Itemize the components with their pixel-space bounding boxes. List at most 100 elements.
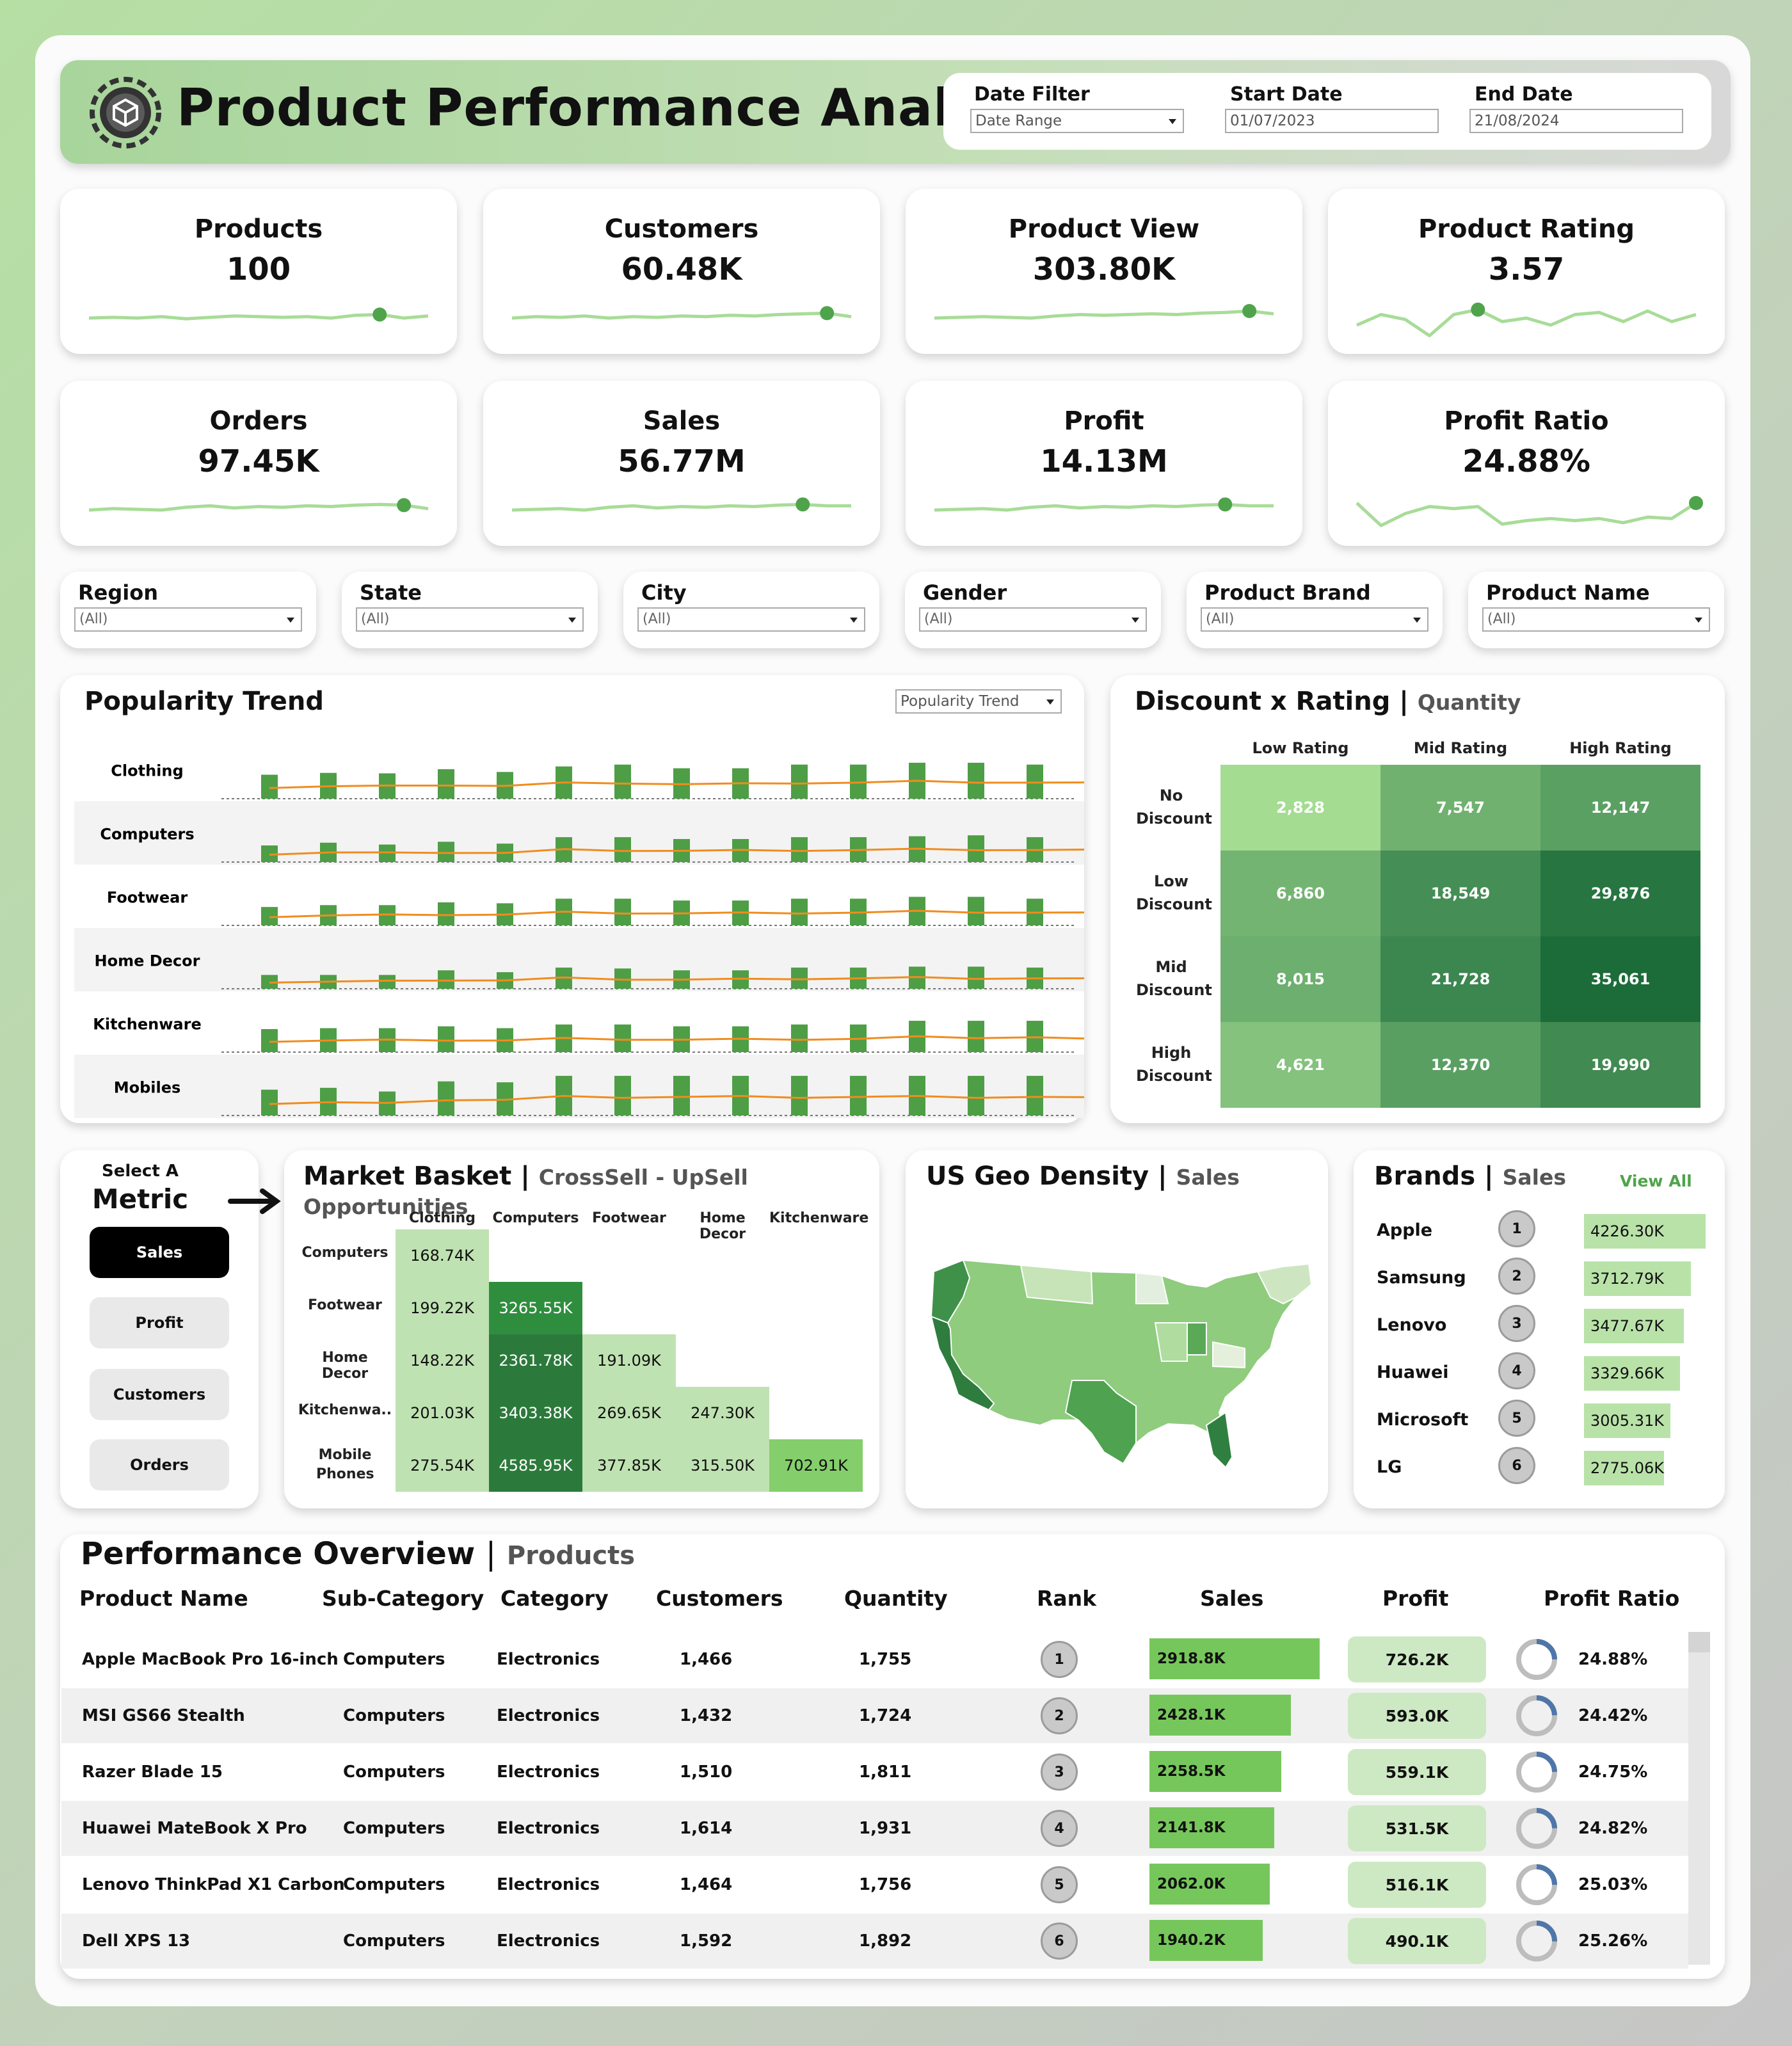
cell-product-name: Apple MacBook Pro 16-inch — [82, 1650, 339, 1669]
scrollbar-thumb[interactable] — [1688, 1632, 1710, 1652]
cell-customers: 1,464 — [680, 1875, 733, 1894]
popularity-category-label: Computers — [100, 826, 194, 843]
table-row[interactable]: Lenovo ThinkPad X1 Carbon Computers Electr… — [61, 1857, 1688, 1912]
metric-option-customers[interactable]: Customers — [90, 1369, 229, 1420]
end-date-input[interactable]: 21/08/2024 — [1469, 109, 1683, 133]
metric-selector-card: Select A Metric Sales Profit Customers Orde… — [60, 1150, 281, 1508]
table-scrollbar[interactable] — [1688, 1632, 1710, 1965]
basket-cell[interactable]: 191.09K — [582, 1334, 676, 1387]
filter-select[interactable]: (All) — [637, 607, 865, 632]
table-col-header[interactable]: Quantity — [844, 1586, 948, 1611]
popularity-bar — [614, 899, 631, 925]
filter-select[interactable]: (All) — [919, 607, 1147, 632]
table-col-header[interactable]: Profit Ratio — [1544, 1586, 1680, 1611]
brand-sales-bar[interactable]: 3329.66K — [1584, 1356, 1680, 1391]
kpi-value: 97.45K — [198, 444, 319, 479]
basket-cell[interactable]: 247.30K — [676, 1387, 769, 1439]
sparkline-path — [1356, 308, 1697, 337]
heatmap-cell[interactable]: 6,860 — [1220, 851, 1380, 936]
filter-select[interactable]: (All) — [356, 607, 584, 632]
cell-quantity: 1,724 — [859, 1706, 912, 1725]
basket-cell[interactable]: 148.22K — [396, 1334, 489, 1387]
heatmap-cell[interactable]: 4,621 — [1220, 1022, 1380, 1108]
table-row[interactable]: MSI GS66 Stealth Computers Electronics 1,43… — [61, 1688, 1688, 1743]
basket-cell[interactable]: 269.65K — [582, 1387, 676, 1439]
view-all-link[interactable]: View All — [1620, 1172, 1692, 1190]
kpi-card: Profit Ratio 24.88% — [1328, 381, 1725, 546]
basket-cell[interactable]: 4585.95K — [489, 1439, 582, 1492]
brand-sales-bar[interactable]: 3712.79K — [1584, 1261, 1691, 1296]
heatmap-cell[interactable]: 2,828 — [1220, 765, 1380, 851]
cell-sub-category: Computers — [343, 1706, 445, 1725]
kpi-title: Product Rating — [1418, 214, 1635, 244]
table-row[interactable]: Razer Blade 15 Computers Electronics 1,510 1… — [61, 1745, 1688, 1800]
brands-title: Brands | Sales — [1374, 1162, 1566, 1191]
date-filter-select[interactable]: Date Range — [970, 109, 1184, 133]
heatmap-cell[interactable]: 12,370 — [1380, 1022, 1540, 1108]
cell-rank-badge: 5 — [1041, 1866, 1078, 1903]
table-col-header[interactable]: Category — [500, 1586, 609, 1611]
metric-option-profit[interactable]: Profit — [90, 1297, 229, 1348]
filter-label: Product Brand — [1204, 580, 1371, 605]
cell-quantity: 1,892 — [859, 1931, 912, 1951]
basket-col-header: Footwear — [592, 1210, 666, 1226]
filter-value: (All) — [79, 611, 108, 627]
brand-sales-bar[interactable]: 4226.30K — [1584, 1214, 1706, 1249]
cell-profit-ratio: 24.75% — [1578, 1762, 1648, 1782]
start-date-input[interactable]: 01/07/2023 — [1225, 109, 1439, 133]
heatmap-cell[interactable]: 29,876 — [1540, 851, 1700, 936]
chevron-down-icon — [1413, 618, 1421, 623]
basket-cell[interactable]: 199.22K — [396, 1282, 489, 1334]
table-col-header[interactable]: Rank — [1037, 1586, 1097, 1611]
basket-cell[interactable]: 201.03K — [396, 1387, 489, 1439]
kpi-title: Customers — [604, 214, 759, 244]
brand-sales-bar[interactable]: 3477.67K — [1584, 1309, 1684, 1343]
heatmap-cell[interactable]: 12,147 — [1540, 765, 1700, 851]
filter-select[interactable]: (All) — [1201, 607, 1428, 632]
popularity-selector[interactable]: Popularity Trend — [895, 689, 1062, 714]
heatmap-cell[interactable]: 35,061 — [1540, 936, 1700, 1022]
heatmap-col-header: Mid Rating — [1413, 739, 1508, 757]
filter-select[interactable]: (All) — [74, 607, 302, 632]
cell-sales-bar: 2428.1K — [1149, 1695, 1291, 1736]
kpi-sparkline — [1356, 496, 1703, 527]
table-row[interactable]: Dell XPS 13 Computers Electronics 1,592 1,89… — [61, 1914, 1688, 1969]
basket-cell[interactable]: 2361.78K — [489, 1334, 582, 1387]
ring-fill — [1516, 1752, 1557, 1793]
basket-cell[interactable]: 377.85K — [582, 1439, 676, 1492]
popularity-category-label: Footwear — [107, 889, 188, 907]
geo-subtitle: Sales — [1176, 1165, 1240, 1190]
brand-sales-bar[interactable]: 3005.31K — [1584, 1403, 1670, 1438]
basket-cell[interactable]: 275.54K — [396, 1439, 489, 1492]
table-col-header[interactable]: Product Name — [79, 1586, 248, 1611]
filter-select[interactable]: (All) — [1482, 607, 1710, 632]
chevron-down-icon — [1132, 618, 1139, 623]
basket-cell[interactable]: 315.50K — [676, 1439, 769, 1492]
heatmap-cell[interactable]: 19,990 — [1540, 1022, 1700, 1108]
table-row[interactable]: Huawei MateBook X Pro Computers Electronic… — [61, 1801, 1688, 1856]
table-col-header[interactable]: Sales — [1200, 1586, 1264, 1611]
discount-subtitle: Quantity — [1417, 690, 1521, 715]
cell-rank-badge: 1 — [1041, 1641, 1078, 1678]
basket-cell[interactable]: 3403.38K — [489, 1387, 582, 1439]
table-col-header[interactable]: Profit — [1382, 1586, 1449, 1611]
heatmap-cell[interactable]: 18,549 — [1380, 851, 1540, 936]
table-col-header[interactable]: Customers — [656, 1586, 783, 1611]
brand-sales-bar[interactable]: 2775.06K — [1584, 1451, 1664, 1485]
heatmap-cell[interactable]: 7,547 — [1380, 765, 1540, 851]
kpi-title: Products — [194, 214, 323, 244]
cell-quantity: 1,931 — [859, 1819, 912, 1838]
sparkline-path — [1356, 501, 1697, 527]
metric-option-orders[interactable]: Orders — [90, 1439, 229, 1491]
table-col-header[interactable]: Sub-Category — [322, 1586, 484, 1611]
heatmap-cell[interactable]: 8,015 — [1220, 936, 1380, 1022]
geo-title-text: US Geo Density — [926, 1162, 1149, 1191]
metric-option-sales[interactable]: Sales — [90, 1227, 229, 1278]
basket-cell[interactable]: 168.74K — [396, 1229, 489, 1282]
heatmap-cell[interactable]: 21,728 — [1380, 936, 1540, 1022]
cell-category: Electronics — [497, 1931, 600, 1951]
table-row[interactable]: Apple MacBook Pro 16-inch Computers Electr… — [61, 1632, 1688, 1687]
basket-cell[interactable]: 702.91K — [769, 1439, 863, 1492]
us-density-map[interactable] — [925, 1252, 1322, 1483]
basket-cell[interactable]: 3265.55K — [489, 1282, 582, 1334]
